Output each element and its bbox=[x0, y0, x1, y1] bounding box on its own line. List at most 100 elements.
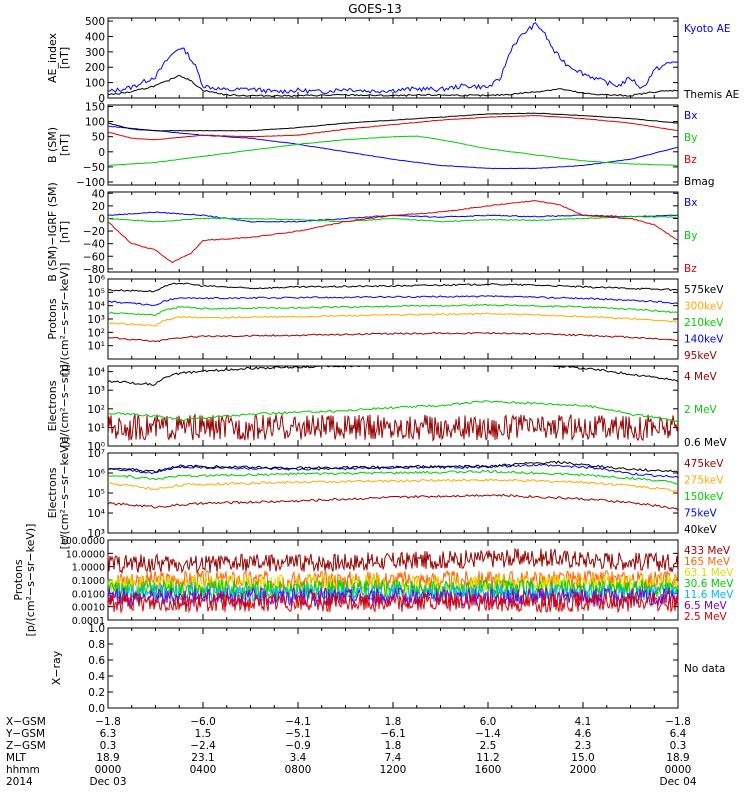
series-bz bbox=[107, 200, 679, 264]
y-tick-label: 500 bbox=[85, 16, 105, 28]
y-tick-label: 50 bbox=[92, 132, 105, 144]
legend-label: Bx bbox=[684, 197, 697, 209]
legend-label: 0.6 MeV bbox=[684, 437, 728, 449]
series-433-mev bbox=[107, 547, 679, 574]
panel-frame bbox=[107, 452, 679, 534]
legend-label: 11.6 MeV bbox=[684, 589, 734, 601]
series-95kev bbox=[107, 331, 679, 343]
y-tick-label: 40 bbox=[92, 188, 105, 200]
y-tick-label: 0 bbox=[98, 147, 105, 159]
legend-label: 6.5 MeV bbox=[684, 600, 728, 612]
y-tick-label: 100 bbox=[85, 117, 105, 129]
x-axis-value: 6.3 bbox=[100, 728, 117, 740]
legend-label: Bz bbox=[684, 263, 697, 275]
y-tick-label: 20 bbox=[92, 201, 105, 213]
x-axis-value: 0000 bbox=[665, 764, 692, 776]
x-axis-value: 0.3 bbox=[670, 740, 687, 752]
panel-protons_mev: 0.0001 0.0010 0.0100 0.1000 1.0000 10.0000 100… bbox=[12, 524, 734, 637]
series-bz bbox=[107, 114, 679, 141]
x-axis-value: −5.1 bbox=[285, 728, 311, 740]
x-axis-value: 1.5 bbox=[195, 728, 212, 740]
x-axis-value: −0.9 bbox=[285, 740, 311, 752]
y-axis-label: B (SM)−IGRF (SM)[nT] bbox=[46, 182, 71, 282]
panel-frame bbox=[107, 191, 679, 273]
legend-label: 4 MeV bbox=[684, 371, 718, 383]
y-tick-label: 0.0 bbox=[88, 703, 105, 715]
series-2-mev bbox=[107, 400, 679, 423]
y-tick-label: 0.4 bbox=[88, 671, 105, 683]
panel-xray: 0.0 0.2 0.4 0.6 0.8 1.0 X−ray No data bbox=[50, 623, 725, 715]
y-tick-label: 10⁵ bbox=[87, 488, 105, 500]
x-axis-value: 0.3 bbox=[100, 740, 117, 752]
series-by bbox=[107, 135, 679, 166]
y-tick-label: 300 bbox=[85, 47, 105, 59]
x-axis-value: −6.0 bbox=[190, 716, 216, 728]
y-tick-label: 10⁴ bbox=[87, 367, 105, 379]
y-tick-label: 10⁴ bbox=[87, 508, 105, 520]
legend-label: 300keV bbox=[684, 301, 724, 313]
series-40kev bbox=[107, 460, 679, 474]
y-axis-label: Protons[p/(cm²−s−sr−keV)] bbox=[46, 263, 71, 376]
series-6.5-mev bbox=[107, 586, 679, 608]
y-tick-label: 10¹ bbox=[87, 422, 105, 434]
x-axis-value: −2.4 bbox=[190, 740, 216, 752]
y-tick-label: −40 bbox=[83, 239, 105, 251]
series-140kev bbox=[107, 295, 679, 307]
y-tick-label: 100.0000 bbox=[60, 536, 105, 547]
x-axis-value: 6.4 bbox=[670, 728, 687, 740]
x-axis-value: 18.9 bbox=[96, 752, 119, 764]
legend-label: 475keV bbox=[684, 458, 724, 470]
panel-frame bbox=[107, 104, 679, 186]
y-tick-label: 0.0010 bbox=[72, 603, 105, 614]
legend-label: 140keV bbox=[684, 334, 724, 346]
y-axis-label: Electrons[e/(cm²−s−sr−keV)] bbox=[46, 437, 71, 550]
x-axis-row-label: MLT bbox=[6, 752, 26, 764]
y-tick-label: 10³ bbox=[87, 528, 105, 540]
x-axis-value: −1.8 bbox=[665, 716, 691, 728]
y-axis-label: X−ray bbox=[50, 650, 63, 685]
x-axis-value: 23.1 bbox=[191, 752, 214, 764]
x-axis-value: −4.1 bbox=[285, 716, 311, 728]
y-tick-label: 10² bbox=[87, 404, 105, 416]
x-axis-value: 11.2 bbox=[476, 752, 499, 764]
y-tick-label: −80 bbox=[83, 264, 105, 276]
series-themis-ae bbox=[107, 74, 679, 97]
legend-label: 165 MeV bbox=[684, 556, 731, 568]
legend-label: 2 MeV bbox=[684, 404, 718, 416]
y-tick-label: 0.2 bbox=[88, 687, 105, 699]
legend-label: 30.6 MeV bbox=[684, 578, 734, 590]
x-axis-row-label: 2014 bbox=[6, 776, 33, 788]
legend-label: Kyoto AE bbox=[684, 23, 730, 35]
legend-label: 95keV bbox=[684, 350, 718, 362]
series-by bbox=[107, 215, 678, 223]
panel-bsm: −100 −50 0 50 100 150 B (SM)[nT] Bx By Bz Bmag bbox=[46, 102, 715, 189]
y-tick-label: 0.1000 bbox=[72, 576, 105, 587]
legend-label: 210keV bbox=[684, 317, 724, 329]
legend-label: 150keV bbox=[684, 491, 724, 503]
y-tick-label: −100 bbox=[76, 177, 105, 189]
panel-ae: 0 100 200 300 400 500 AE_index[nT] Kyoto AE Them… bbox=[46, 16, 739, 105]
x-axis-value: Dec 04 bbox=[659, 776, 696, 788]
x-axis-value: 2.5 bbox=[480, 740, 497, 752]
legend-label: 63.1 MeV bbox=[684, 567, 734, 579]
x-axis-value: 0000 bbox=[95, 764, 122, 776]
panel-protons_e: 10¹10²10³10⁴10⁵10⁶Protons[p/(cm²−s−sr−ke… bbox=[46, 263, 724, 376]
y-tick-label: 0 bbox=[98, 213, 105, 225]
x-axis-row-label: Y−GSM bbox=[5, 728, 45, 740]
series-300kev bbox=[107, 312, 679, 327]
x-axis-value: 1.8 bbox=[385, 740, 402, 752]
panel-frame bbox=[107, 278, 679, 360]
legend-label: 75keV bbox=[684, 508, 718, 520]
y-tick-label: 10.0000 bbox=[66, 549, 105, 560]
y-tick-label: 10⁶ bbox=[87, 468, 105, 480]
series-bx bbox=[107, 125, 679, 170]
x-axis-row-label: X−GSM bbox=[6, 716, 46, 728]
x-axis-value: 6.0 bbox=[480, 716, 497, 728]
x-axis-value: −1.8 bbox=[95, 716, 121, 728]
series-kyoto-ae bbox=[107, 22, 679, 95]
y-tick-label: 200 bbox=[85, 62, 105, 74]
y-tick-label: 0.6 bbox=[88, 655, 105, 667]
legend-label: 433 MeV bbox=[684, 545, 731, 557]
